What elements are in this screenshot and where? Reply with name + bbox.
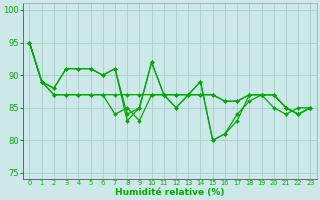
X-axis label: Humidité relative (%): Humidité relative (%) — [115, 188, 225, 197]
